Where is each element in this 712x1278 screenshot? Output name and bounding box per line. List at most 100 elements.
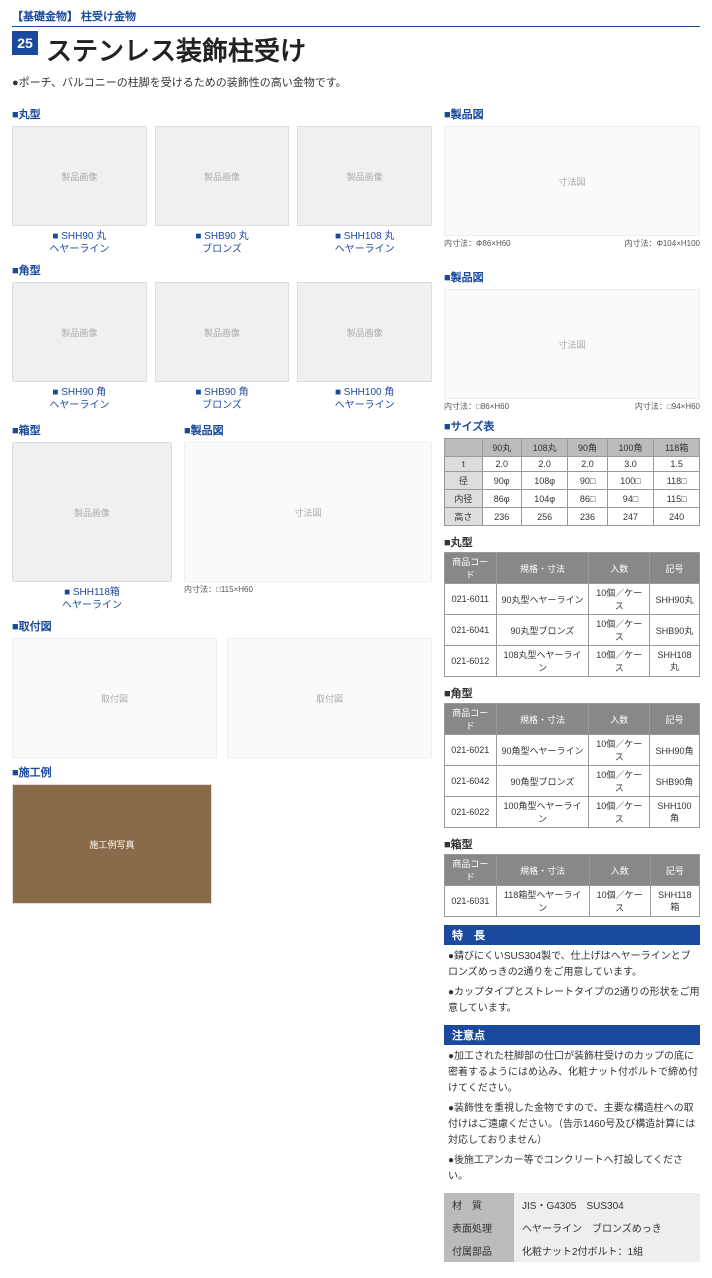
table-cell: 118箱型ヘヤーライン xyxy=(496,886,589,917)
example-photo: 施工例写真 xyxy=(12,784,212,904)
material-value: ヘヤーライン ブロンズめっき xyxy=(514,1216,700,1239)
product-item: 製品画像 ■ SHB90 角ブロンズ xyxy=(155,282,290,412)
diagram-note: 内寸法：Φ86×H60 xyxy=(444,238,511,249)
product-image: 製品画像 xyxy=(12,126,147,226)
product-name: ■ SHB90 角 xyxy=(195,387,248,398)
notes-list: ●加工された柱脚部の仕口が装飾柱受けのカップの底に密着するようにはめ込み、化粧ナ… xyxy=(444,1049,700,1185)
product-item: 製品画像 ■ SHH90 丸ヘヤーライン xyxy=(12,126,147,256)
material-label: 材 質 xyxy=(444,1193,514,1216)
table-cell: SHH100角 xyxy=(650,797,700,828)
table-cell: SHH90丸 xyxy=(650,584,700,615)
table-cell: 240 xyxy=(654,508,700,526)
code-table-title: ■角型 xyxy=(444,685,700,701)
table-cell: 86φ xyxy=(482,490,521,508)
product-image: 製品画像 xyxy=(155,126,290,226)
table-cell: 021-6042 xyxy=(445,766,497,797)
table-cell: 径 xyxy=(445,472,483,490)
table-header xyxy=(445,439,483,457)
table-cell: 3.0 xyxy=(607,457,654,472)
table-cell: t xyxy=(445,457,483,472)
product-item: 製品画像 ■ SHB90 丸ブロンズ xyxy=(155,126,290,256)
table-header: 規格・寸法 xyxy=(496,855,589,886)
product-item: 製品画像 ■ SHH100 角ヘヤーライン xyxy=(297,282,432,412)
product-name: ■ SHH90 丸 xyxy=(52,231,106,242)
table-cell: 94□ xyxy=(607,490,654,508)
product-finish: ヘヤーライン xyxy=(49,244,109,255)
table-cell: 115□ xyxy=(654,490,700,508)
material-table: 材 質JIS・G4305 SUS304表面処理ヘヤーライン ブロンズめっき付属部… xyxy=(444,1193,700,1262)
table-cell: 2.0 xyxy=(521,457,568,472)
table-header: 規格・寸法 xyxy=(496,704,589,735)
product-finish: ヘヤーライン xyxy=(335,400,395,411)
section-diagram-box: ■製品図 xyxy=(184,422,432,438)
table-cell: 021-6022 xyxy=(445,797,497,828)
table-cell: SHH118箱 xyxy=(650,886,699,917)
section-square: ■角型 xyxy=(12,262,432,278)
table-cell: 108φ xyxy=(521,472,568,490)
size-table: 90丸108丸90角100角118箱 t2.02.02.03.01.5径90φ1… xyxy=(444,438,700,526)
table-cell: 内径 xyxy=(445,490,483,508)
table-cell: 90角型ブロンズ xyxy=(496,766,589,797)
product-finish: ブロンズ xyxy=(202,244,242,255)
diagram-note: 内寸法：Φ104×H100 xyxy=(624,238,700,249)
table-cell: 108丸型ヘヤーライン xyxy=(496,646,589,677)
round-products: 製品画像 ■ SHH90 丸ヘヤーライン 製品画像 ■ SHB90 丸ブロンズ … xyxy=(12,126,432,256)
material-label: 表面処理 xyxy=(444,1216,514,1239)
table-cell: 高さ xyxy=(445,508,483,526)
product-name: ■ SHH118箱 xyxy=(64,587,120,598)
notes-header: 注意点 xyxy=(444,1025,700,1045)
table-cell: 10個／ケース xyxy=(589,797,650,828)
feature-item: ●錆びにくいSUS304製で、仕上げはヘヤーラインとブロンズめっきの2通りをご用… xyxy=(448,949,700,981)
product-item: 製品画像 ■ SHH90 角ヘヤーライン xyxy=(12,282,147,412)
table-cell: 256 xyxy=(521,508,568,526)
section-box: ■箱型 xyxy=(12,422,172,438)
note-item: ●加工された柱脚部の仕口が装飾柱受けのカップの底に密着するようにはめ込み、化粧ナ… xyxy=(448,1049,700,1097)
table-cell: 10個／ケース xyxy=(589,886,650,917)
table-cell: 247 xyxy=(607,508,654,526)
table-cell: 10個／ケース xyxy=(589,646,650,677)
table-cell: 021-6041 xyxy=(445,615,497,646)
table-cell: 10個／ケース xyxy=(589,584,650,615)
table-cell: 104φ xyxy=(521,490,568,508)
code-table: 商品コード規格・寸法入数記号021-601190丸型ヘヤーライン10個／ケースS… xyxy=(444,552,700,677)
table-header: 100角 xyxy=(607,439,654,457)
product-item: 製品画像 ■ SHH108 丸ヘヤーライン xyxy=(297,126,432,256)
table-cell: 90丸型ブロンズ xyxy=(496,615,589,646)
table-header: 商品コード xyxy=(445,704,497,735)
section-install: ■取付図 xyxy=(12,618,432,634)
table-cell: SHB90角 xyxy=(650,766,700,797)
table-cell: SHB90丸 xyxy=(650,615,700,646)
table-cell: 10個／ケース xyxy=(589,615,650,646)
install-diagram: 取付図 xyxy=(227,638,432,758)
table-cell: 2.0 xyxy=(482,457,521,472)
table-cell: 10個／ケース xyxy=(589,735,650,766)
product-finish: ブロンズ xyxy=(202,400,242,411)
table-header: 90角 xyxy=(568,439,607,457)
note-item: ●後施工アンカー等でコンクリートへ打設してください。 xyxy=(448,1153,700,1185)
table-header: 90丸 xyxy=(482,439,521,457)
material-value: 化粧ナット2付ボルト：1組 xyxy=(514,1239,700,1262)
table-header: 記号 xyxy=(650,553,700,584)
diagram-note: 内寸法：□86×H60 xyxy=(444,401,509,412)
diagram-round: 寸法図 xyxy=(444,126,700,236)
table-header: 108丸 xyxy=(521,439,568,457)
product-finish: ヘヤーライン xyxy=(49,400,109,411)
table-cell: 236 xyxy=(568,508,607,526)
product-image: 製品画像 xyxy=(155,282,290,382)
material-label: 付属部品 xyxy=(444,1239,514,1262)
table-cell: 90φ xyxy=(482,472,521,490)
table-cell: 90□ xyxy=(568,472,607,490)
product-image: 製品画像 xyxy=(297,282,432,382)
table-header: 記号 xyxy=(650,855,699,886)
subtitle: ●ポーチ、バルコニーの柱脚を受けるための装飾性の高い金物です。 xyxy=(12,74,700,90)
section-diagram-round: ■製品図 xyxy=(444,106,700,122)
table-header: 入数 xyxy=(589,553,650,584)
table-header: 商品コード xyxy=(445,855,497,886)
square-products: 製品画像 ■ SHH90 角ヘヤーライン 製品画像 ■ SHB90 角ブロンズ … xyxy=(12,282,432,412)
table-cell: 86□ xyxy=(568,490,607,508)
table-cell: 1.5 xyxy=(654,457,700,472)
install-diagrams: 取付図 取付図 xyxy=(12,638,432,758)
diagram-note: 内寸法：□94×H60 xyxy=(635,401,700,412)
page-number-badge: 25 xyxy=(12,31,38,55)
table-cell: SHH108丸 xyxy=(650,646,700,677)
